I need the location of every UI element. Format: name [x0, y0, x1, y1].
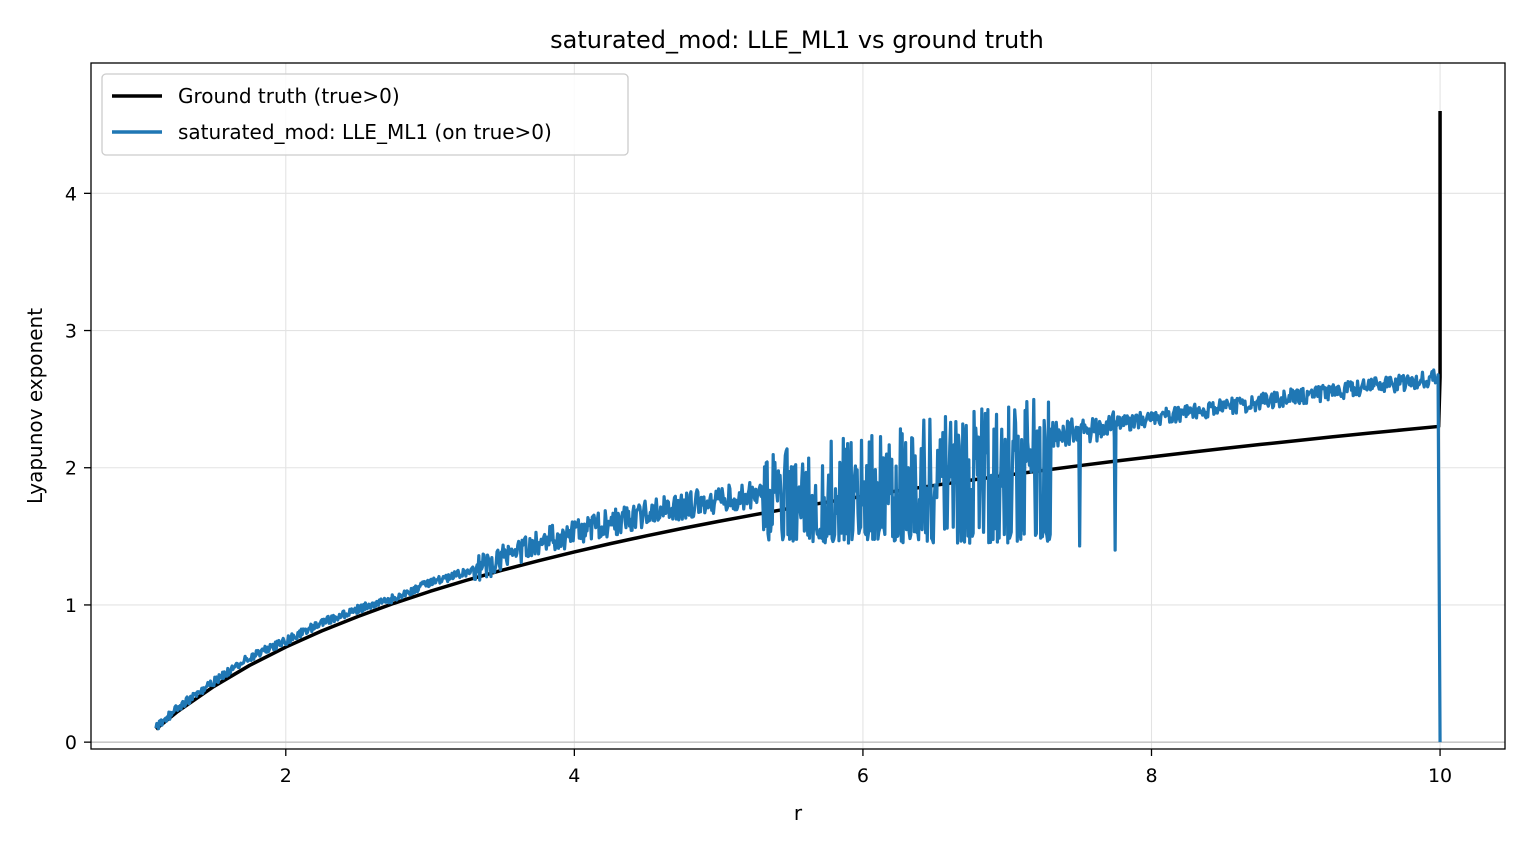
y-axis-label: Lyapunov exponent [23, 308, 47, 504]
chart-title: saturated_mod: LLE_ML1 vs ground truth [550, 26, 1044, 54]
y-tick-label: 4 [65, 183, 77, 205]
x-tick-label: 2 [280, 765, 292, 787]
legend: Ground truth (true>0) saturated_mod: LLE… [101, 73, 629, 156]
series-line-lle-ml1 [154, 368, 1442, 743]
x-tick-label: 8 [1145, 765, 1157, 787]
x-tick-label: 6 [857, 765, 869, 787]
y-tick-label: 2 [65, 458, 77, 480]
legend-label-lle-ml1: saturated_mod: LLE_ML1 (on true>0) [178, 120, 552, 144]
y-tick-label: 1 [65, 595, 77, 617]
legend-label-ground-truth: Ground truth (true>0) [178, 84, 400, 108]
y-tick-label: 0 [65, 732, 77, 754]
axis-ticks: 2 4 6 8 10 0 1 2 3 4 [65, 183, 1452, 787]
x-tick-label: 4 [568, 765, 580, 787]
plot-frame [90, 62, 1506, 750]
legend-box [101, 73, 629, 156]
x-axis-label: r [794, 801, 803, 825]
series-layer [154, 111, 1442, 743]
y-tick-label: 3 [65, 321, 77, 343]
x-tick-label: 10 [1428, 765, 1452, 787]
